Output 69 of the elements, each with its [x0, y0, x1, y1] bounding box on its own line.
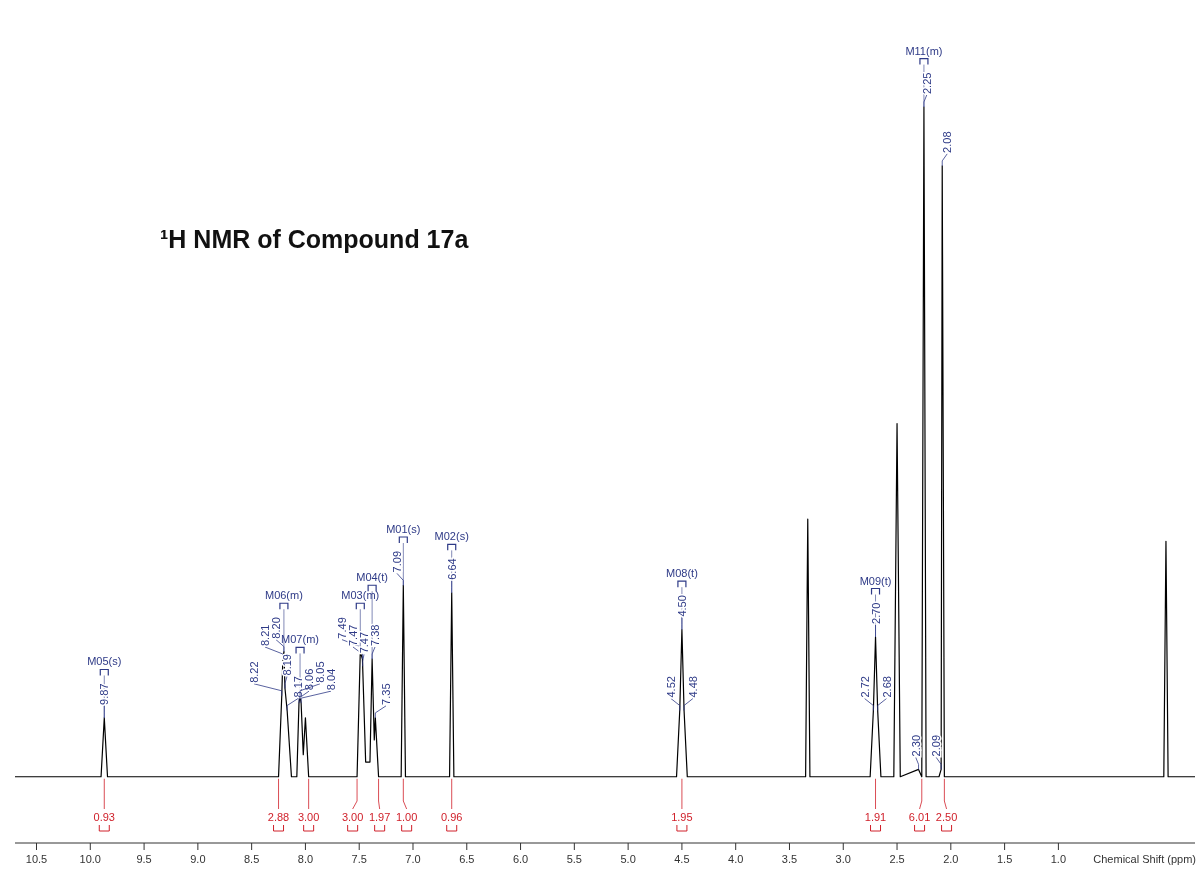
- annotation: 7.38: [369, 624, 381, 646]
- x-tick-label: 2.5: [889, 853, 905, 865]
- annotation: 1.00: [395, 811, 418, 823]
- x-tick-label: 1.0: [1050, 853, 1067, 865]
- annotation: 3.00: [341, 811, 364, 823]
- annotation: M03(m): [341, 589, 380, 602]
- annotation: M06(m): [264, 589, 303, 602]
- annotation: 7.47: [358, 631, 370, 654]
- x-tick-label: 1.5: [996, 853, 1013, 865]
- x-tick-label: 4.0: [728, 853, 744, 865]
- x-tick-label: 5.5: [566, 853, 582, 865]
- x-tick-label: 7.0: [405, 853, 421, 865]
- x-tick-label: 2.0: [943, 853, 959, 865]
- annotation: M04(t): [356, 571, 389, 584]
- annotation: M01(s): [386, 523, 421, 535]
- x-tick-label: 10.0: [79, 853, 102, 865]
- annotation: 7.49: [336, 617, 348, 639]
- x-tick-label: 6.5: [459, 853, 475, 865]
- annotation: 8.05: [314, 661, 326, 683]
- annotation: 8.19: [281, 654, 293, 676]
- annotation: 2.08: [941, 131, 954, 153]
- annotation: M11(m): [905, 44, 943, 57]
- annotation: 2.70: [869, 602, 882, 624]
- annotation: M07(m): [281, 633, 319, 646]
- annotation: 8.21: [259, 624, 271, 646]
- x-tick-label: 8.0: [297, 853, 314, 865]
- annotation: 4.52: [664, 676, 677, 698]
- annotation: 3.00: [297, 811, 320, 823]
- annotation: 6.01: [908, 811, 931, 823]
- x-tick-label: 7.5: [351, 853, 367, 865]
- annotation: 4.50: [675, 595, 688, 617]
- annotation: M05(s): [87, 655, 122, 668]
- annotation: 1.97: [368, 811, 391, 823]
- annotation: 9.87: [98, 683, 111, 705]
- annotation: M09(t): [859, 574, 892, 587]
- x-tick-label: 8.5: [244, 853, 260, 865]
- annotation: 7.35: [380, 683, 392, 705]
- annotation: 6.64: [445, 558, 458, 580]
- x-tick-label: 9.5: [136, 853, 152, 865]
- annotation: 2.09: [930, 734, 943, 757]
- text: ¹H NMR of Compound 17a: [160, 225, 470, 253]
- x-tick-label: 9.0: [190, 853, 206, 865]
- annotation: 2.30: [909, 734, 922, 757]
- annotation: 0.93: [93, 811, 115, 823]
- annotation: 2.72: [858, 676, 871, 698]
- annotation: M02(s): [434, 530, 469, 543]
- annotation: 2.68: [880, 676, 893, 698]
- annotation: 2.88: [267, 811, 290, 823]
- annotation: 0.96: [441, 811, 463, 823]
- annotation: 7.09: [391, 550, 403, 573]
- annotation: 1.95: [671, 811, 693, 823]
- x-tick-label: 5.0: [620, 853, 636, 865]
- annotation: 8.20: [270, 617, 282, 639]
- annotation: M08(t): [666, 567, 698, 580]
- annotation: 8.22: [248, 661, 260, 683]
- x-tick-label: 6.0: [512, 853, 529, 865]
- annotation: 8.17: [292, 676, 304, 698]
- annotation: 2.25: [920, 72, 933, 94]
- annotation: 2.50: [935, 811, 958, 823]
- annotation: 4.48: [686, 676, 699, 698]
- annotation: 8.04: [325, 668, 337, 691]
- x-tick-label: 3.5: [781, 853, 798, 865]
- annotation: 1.91: [864, 811, 887, 823]
- x-tick-label: 10.5: [25, 853, 48, 865]
- x-axis-title: Chemical Shift (ppm): [1093, 853, 1196, 865]
- annotation: 7.47: [347, 624, 359, 646]
- x-tick-label: 3.0: [835, 853, 851, 865]
- annotation: 8.06: [303, 668, 315, 691]
- x-tick-label: 4.5: [674, 853, 690, 865]
